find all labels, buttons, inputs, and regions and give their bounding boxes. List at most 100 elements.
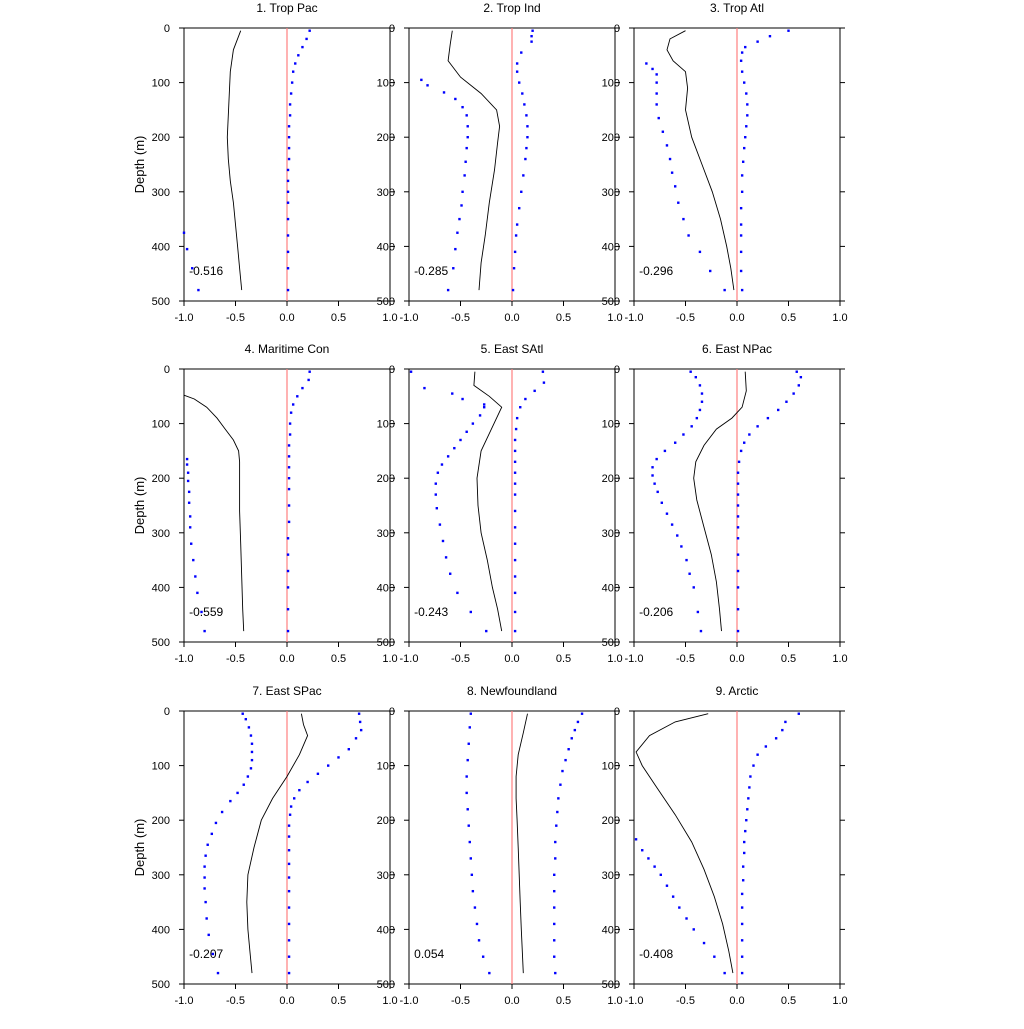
- lower-bound-point: [651, 466, 654, 469]
- upper-bound-point: [743, 851, 746, 855]
- panel-title: 1. Trop Pac: [256, 1, 317, 15]
- x-tick-label: 1.0: [832, 312, 847, 324]
- y-tick-label: 100: [602, 761, 620, 773]
- upper-bound-point: [289, 805, 293, 808]
- upper-bound-point: [513, 610, 517, 614]
- upper-bound-point: [287, 971, 291, 975]
- mean-profile-line: [666, 30, 735, 291]
- upper-bound-point: [739, 269, 743, 273]
- upper-bound-point: [736, 482, 740, 485]
- upper-bound-point: [743, 81, 746, 84]
- upper-bound-point: [515, 416, 519, 420]
- upper-bound-point: [740, 971, 744, 975]
- upper-bound-point: [287, 520, 291, 524]
- lower-bound-point: [229, 799, 232, 803]
- x-tick-label: -1.0: [400, 653, 419, 665]
- upper-bound-point: [287, 157, 291, 161]
- lower-bound-point: [454, 97, 457, 101]
- upper-bound-point: [327, 764, 330, 767]
- correlation-label: -0.243: [414, 605, 448, 619]
- lower-bound-point: [478, 414, 482, 417]
- lower-bound-point: [454, 247, 457, 251]
- x-tick-label: 1.0: [832, 653, 847, 665]
- y-tick-label: 100: [377, 761, 395, 773]
- upper-bound-point: [752, 764, 755, 767]
- upper-bound-point: [533, 389, 536, 393]
- lower-bound-point: [205, 917, 208, 920]
- lower-bound-point: [186, 471, 190, 474]
- y-tick-label: 500: [377, 296, 395, 308]
- lower-bound-point: [677, 201, 680, 204]
- lower-bound-point: [204, 854, 207, 857]
- upper-bound-point: [286, 267, 290, 270]
- lower-bound-point: [676, 534, 679, 537]
- upper-bound-point: [286, 586, 290, 589]
- y-tick-label: 200: [152, 815, 170, 827]
- lower-bound-point: [699, 629, 703, 633]
- upper-bound-point: [740, 955, 744, 958]
- y-tick-label: 200: [377, 473, 395, 485]
- upper-bound-point: [307, 378, 310, 382]
- panel-title: 4. Maritime Con: [245, 342, 330, 356]
- upper-bound-point: [513, 575, 517, 578]
- lower-bound-point: [689, 370, 692, 373]
- x-tick-label: -1.0: [625, 653, 644, 665]
- x-tick-label: 0.5: [556, 312, 571, 324]
- upper-bound-point: [795, 370, 798, 373]
- x-tick-label: -0.5: [226, 312, 245, 324]
- upper-bound-point: [293, 797, 296, 800]
- mean-profile-line: [226, 30, 243, 291]
- upper-bound-point: [287, 146, 291, 150]
- upper-bound-point: [745, 125, 748, 128]
- lower-bound-point: [678, 906, 681, 909]
- lower-bound-point: [207, 933, 210, 937]
- upper-bound-point: [737, 460, 741, 464]
- lower-bound-point: [242, 783, 245, 786]
- x-tick-label: -0.5: [676, 995, 695, 1007]
- upper-bound-point: [287, 876, 291, 879]
- upper-bound-point: [337, 756, 340, 759]
- lower-bound-point: [420, 78, 423, 82]
- x-tick-label: -1.0: [400, 312, 419, 324]
- lower-bound-point: [249, 767, 253, 770]
- lower-bound-point: [203, 876, 206, 879]
- lower-bound-point: [465, 775, 468, 778]
- upper-bound-point: [287, 824, 291, 827]
- y-tick-label: 0: [614, 364, 620, 376]
- upper-bound-point: [288, 433, 292, 436]
- lower-bound-point: [250, 750, 254, 754]
- x-tick-label: 0.5: [331, 653, 346, 665]
- upper-bound-point: [746, 114, 749, 117]
- y-tick-label: 300: [602, 187, 620, 199]
- upper-bound-point: [515, 70, 519, 73]
- lower-bound-point: [661, 130, 665, 133]
- x-tick-label: 0.5: [781, 995, 796, 1007]
- upper-bound-point: [286, 608, 290, 611]
- lower-bound-point: [698, 408, 702, 412]
- upper-bound-point: [748, 786, 751, 789]
- lower-bound-point: [670, 171, 674, 174]
- lower-bound-point: [187, 501, 191, 504]
- lower-bound-point: [211, 952, 215, 956]
- x-tick-label: -0.5: [451, 995, 470, 1007]
- upper-bound-point: [301, 386, 304, 390]
- upper-bound-point: [291, 70, 295, 73]
- mean-profile-line: [635, 713, 734, 974]
- y-tick-label: 200: [377, 132, 395, 144]
- x-tick-label: -0.5: [451, 312, 470, 324]
- lower-bound-point: [682, 433, 685, 436]
- y-tick-label: 200: [152, 473, 170, 485]
- x-tick-label: 0.5: [781, 653, 796, 665]
- upper-bound-point: [740, 288, 744, 292]
- lower-bound-point: [687, 234, 690, 237]
- lower-bound-point: [456, 231, 459, 234]
- upper-bound-point: [294, 62, 297, 65]
- mean-profile-line: [473, 371, 503, 632]
- lower-bound-point: [665, 512, 669, 515]
- lower-bound-point: [442, 91, 446, 94]
- lower-bound-point: [647, 857, 650, 860]
- upper-bound-point: [580, 712, 584, 715]
- y-tick-label: 300: [377, 870, 395, 882]
- lower-bound-point: [247, 726, 251, 729]
- x-tick-label: 1.0: [832, 995, 847, 1007]
